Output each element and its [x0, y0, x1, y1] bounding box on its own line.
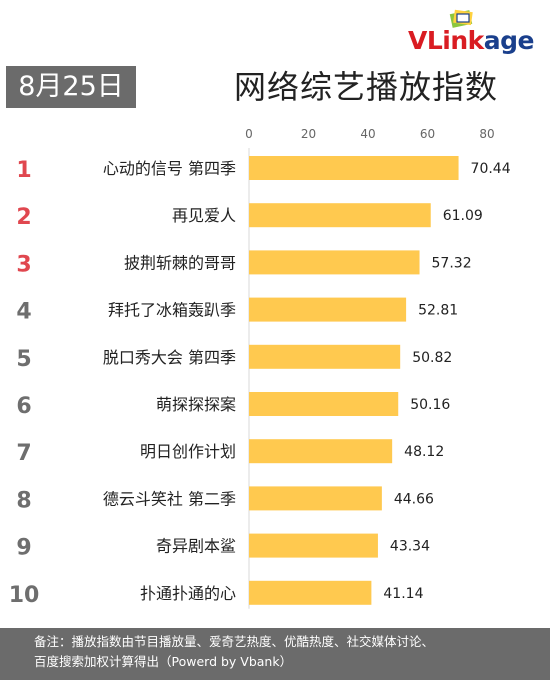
category-label: 再见爱人 — [172, 206, 236, 225]
x-tick-label: 20 — [301, 127, 316, 141]
value-label: 44.66 — [394, 491, 434, 507]
rank-number: 10 — [9, 583, 40, 608]
bar — [249, 156, 459, 180]
bar — [249, 533, 378, 558]
category-label: 拜托了冰箱轰趴季 — [108, 301, 236, 320]
bar — [249, 580, 372, 605]
x-tick-label: 0 — [245, 127, 253, 141]
rank-number: 1 — [16, 158, 31, 183]
value-label: 50.16 — [410, 397, 450, 413]
logo-text-k: age — [483, 26, 535, 55]
category-label: 明日创作计划 — [140, 442, 236, 461]
category-label: 脱口秀大会 第四季 — [103, 348, 236, 367]
value-label: 43.34 — [390, 539, 430, 555]
bar — [249, 439, 393, 464]
rank-number: 4 — [16, 300, 31, 325]
x-tick-label: 60 — [420, 127, 435, 141]
category-label: 萌探探探案 — [156, 395, 236, 414]
bar-chart: 0 20 40 60 80 1 心动的信号 第四季 70.44 2 再见爱人 61.09 3 披荆斩棘的… — [9, 127, 511, 609]
category-label: 披荆斩棘的哥哥 — [124, 253, 236, 272]
logo-text: VLinkage — [408, 26, 535, 56]
category-label: 奇异剧本鲨 — [156, 537, 236, 556]
x-tick-label: 40 — [360, 127, 375, 141]
x-tick-label: 80 — [479, 127, 494, 141]
value-label: 61.09 — [443, 208, 483, 224]
value-label: 41.14 — [383, 586, 423, 602]
bar — [249, 344, 401, 369]
value-label: 48.12 — [404, 444, 444, 460]
value-label: 70.44 — [471, 161, 511, 177]
footer-line-1: 备注：播放指数由节目播放量、爱奇艺热度、优酷热度、社交媒体讨论、 — [34, 634, 435, 649]
bar — [249, 203, 431, 228]
bar — [249, 486, 382, 511]
rank-number: 3 — [16, 252, 31, 277]
rank-number: 2 — [16, 205, 31, 230]
footer-note: 备注：播放指数由节目播放量、爱奇艺热度、优酷热度、社交媒体讨论、 百度搜索加权计… — [0, 628, 550, 680]
chart-title: 网络综艺播放指数 — [233, 68, 498, 106]
rank-number: 8 — [16, 488, 31, 513]
footer-line-2: 百度搜索加权计算得出（Powerd by Vbank） — [34, 654, 293, 669]
category-label: 德云斗笑社 第二季 — [103, 489, 236, 508]
value-label: 50.82 — [412, 350, 452, 366]
vlinkage-logo: VLinkage — [408, 8, 538, 56]
rank-number: 5 — [16, 347, 31, 372]
bar — [249, 250, 420, 275]
logo-text-v: VLink — [408, 26, 484, 55]
rank-number: 9 — [16, 536, 31, 561]
value-label: 57.32 — [432, 255, 472, 271]
bar — [249, 297, 407, 322]
rank-number: 6 — [16, 394, 31, 419]
category-label: 心动的信号 第四季 — [103, 159, 236, 178]
date-badge: 8月25日 — [6, 66, 136, 108]
value-label: 52.81 — [418, 303, 458, 319]
logo-mark-icon — [449, 9, 473, 28]
bar — [249, 392, 399, 416]
rank-number: 7 — [16, 441, 31, 466]
category-label: 扑通扑通的心 — [140, 584, 236, 603]
